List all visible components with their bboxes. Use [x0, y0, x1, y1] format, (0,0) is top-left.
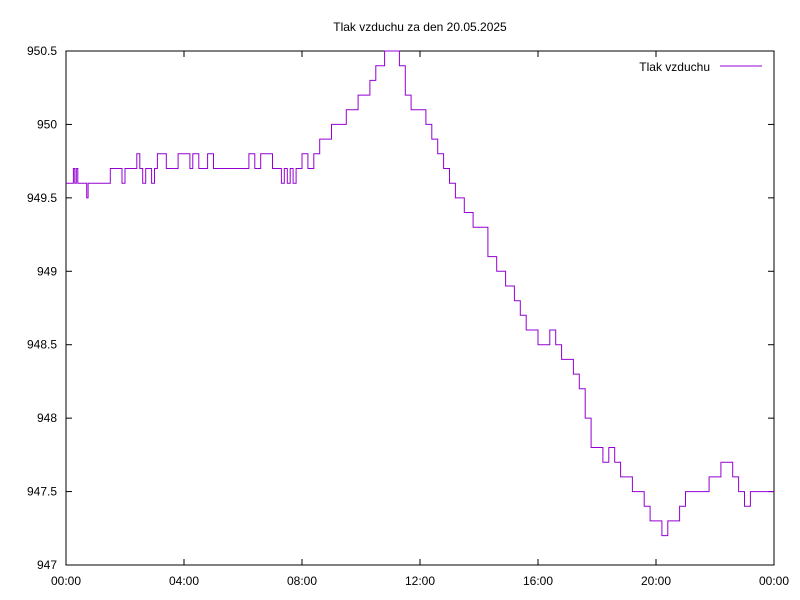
- x-tick-label: 00:00: [759, 574, 789, 588]
- plot-frame: [65, 50, 775, 566]
- y-tick-label: 950: [37, 117, 57, 131]
- x-tick-label: 12:00: [405, 574, 435, 588]
- legend-label-tlak-vzduchu: Tlak vzduchu: [639, 60, 710, 74]
- x-tick-label: 20:00: [641, 574, 671, 588]
- y-tick-label: 950.5: [27, 44, 57, 58]
- x-tick-label: 08:00: [287, 574, 317, 588]
- series-line-tlak-vzduchu: [66, 50, 774, 537]
- x-tick-label: 00:00: [51, 574, 81, 588]
- y-tick-label: 949.5: [27, 191, 57, 205]
- chart-title: Tlak vzduchu za den 20.05.2025: [333, 20, 507, 34]
- y-tick-label: 949: [37, 264, 57, 278]
- x-axis: 00:00 04:00 08:00 12:00 16:00 20:00 00:00: [51, 51, 789, 588]
- legend: Tlak vzduchu: [639, 60, 762, 74]
- y-tick-label: 948.5: [27, 338, 57, 352]
- y-tick-label: 948: [37, 411, 57, 425]
- series-layer: [66, 50, 774, 537]
- x-tick-label: 04:00: [169, 574, 199, 588]
- y-tick-label: 947: [37, 558, 57, 572]
- x-tick-label: 16:00: [523, 574, 553, 588]
- y-axis: 947 947.5 948 948.5 949 949.5 950 950.5: [27, 44, 774, 572]
- y-tick-label: 947.5: [27, 485, 57, 499]
